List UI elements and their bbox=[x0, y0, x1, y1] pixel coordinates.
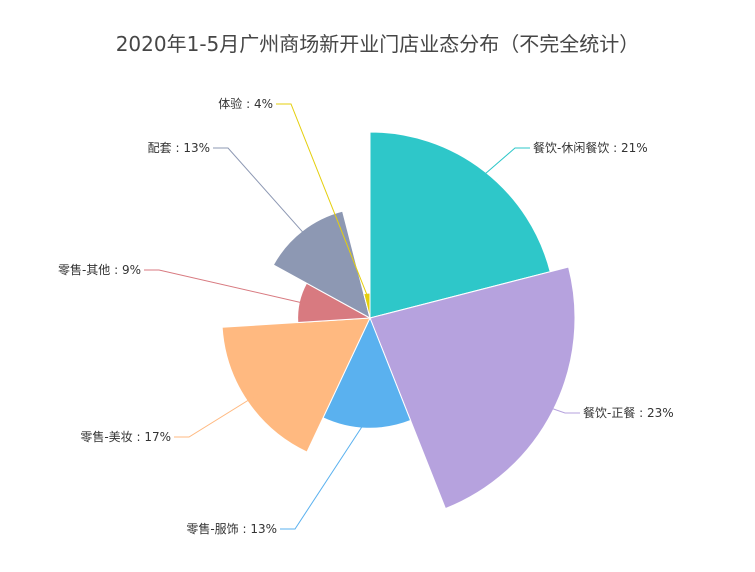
leader-line-4 bbox=[174, 394, 258, 438]
leader-line-5 bbox=[144, 269, 306, 304]
chart-title: 2020年1-5月广州商场新开业门店业态分布（不完全统计） bbox=[115, 32, 640, 56]
slice-label-3: 零售-服饰 : 13% bbox=[186, 521, 277, 536]
pie-slices bbox=[221, 131, 576, 510]
slice-7[interactable] bbox=[363, 292, 371, 319]
slice-label-7: 体验 : 4% bbox=[218, 96, 273, 111]
slice-label-5: 零售-其他 : 9% bbox=[58, 262, 141, 277]
leader-line-1 bbox=[474, 147, 530, 184]
slice-2[interactable] bbox=[369, 266, 576, 510]
leader-line-3 bbox=[280, 419, 368, 530]
slice-1[interactable] bbox=[369, 131, 551, 319]
slice-3[interactable] bbox=[322, 316, 412, 429]
slice-label-2: 餐饮-正餐 : 23% bbox=[583, 405, 674, 420]
slice-labels: 餐饮-休闲餐饮 : 21% 餐饮-正餐 : 23% 零售-服饰 : 13% 零售-美妆… bbox=[58, 96, 674, 536]
leader-line-7 bbox=[276, 103, 368, 296]
slice-label-6: 配套 : 13% bbox=[148, 141, 210, 155]
slice-label-4: 零售-美妆 : 17% bbox=[80, 429, 171, 444]
slice-label-1: 餐饮-休闲餐饮 : 21% bbox=[533, 140, 648, 155]
leader-line-6 bbox=[213, 147, 309, 239]
slice-6[interactable] bbox=[272, 210, 371, 319]
leader-line-2 bbox=[537, 403, 580, 414]
label-leader-lines bbox=[144, 103, 580, 530]
